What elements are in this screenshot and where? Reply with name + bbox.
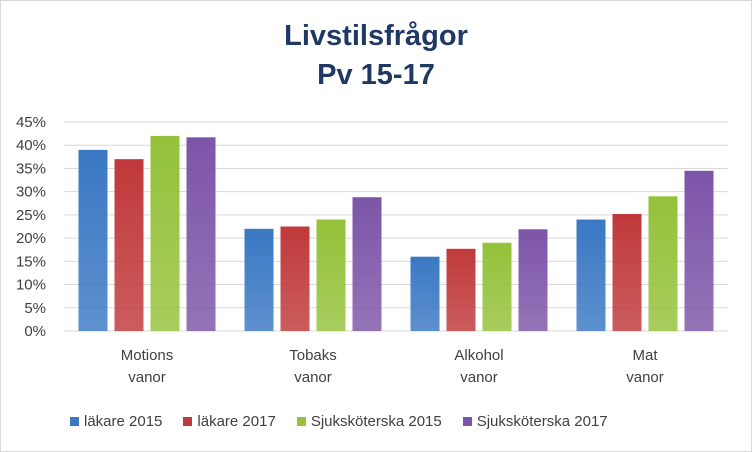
bar	[684, 170, 714, 331]
legend-item: läkare 2015	[70, 413, 162, 430]
bar	[150, 135, 180, 331]
legend-label: läkare 2015	[84, 412, 163, 430]
bar	[518, 229, 548, 331]
bar	[352, 197, 382, 331]
bar	[244, 228, 274, 331]
bar	[482, 242, 512, 331]
y-tick-label: 35%	[16, 160, 46, 177]
y-tick-label: 30%	[16, 184, 46, 201]
category-label: Alkohol vanor	[454, 347, 503, 386]
bar	[410, 256, 440, 331]
y-tick-label: 45%	[16, 114, 46, 131]
category-label: Motions vanor	[121, 347, 174, 386]
y-tick-label: 0%	[24, 323, 46, 340]
legend-label: Sjuksköterska 2017	[476, 412, 608, 430]
bar	[114, 159, 144, 331]
legend-swatch	[462, 416, 472, 426]
bar	[280, 226, 310, 331]
legend-item: läkare 2017	[183, 412, 276, 430]
y-tick-label: 25%	[16, 207, 46, 224]
legend-swatch	[70, 416, 79, 426]
legend-item: Sjuksköterska 2017	[462, 412, 608, 430]
legend-swatch	[183, 416, 193, 426]
y-tick-label: 10%	[16, 277, 46, 294]
bar	[446, 248, 476, 331]
category-label: Mat vanor	[626, 347, 664, 386]
chart-title-line-2: Pv 15-17	[317, 59, 435, 91]
legend-swatch	[296, 416, 306, 426]
y-tick-label: 40%	[16, 137, 46, 154]
y-tick-label: 15%	[16, 253, 46, 270]
y-tick-label: 5%	[24, 300, 46, 317]
bar	[612, 213, 642, 331]
legend-label: Sjuksköterska 2015	[310, 412, 442, 430]
category-label: Tobaks vanor	[289, 347, 337, 386]
bar	[648, 196, 678, 331]
chart-legend: läkare 2015 läkare 2017 Sjuksköterska 2015…	[70, 409, 629, 433]
bar	[186, 137, 216, 331]
chart-title-line-1: Livstilsfrågor	[284, 20, 468, 52]
bar	[576, 219, 606, 331]
bar	[78, 149, 108, 331]
y-tick-label: 20%	[16, 230, 46, 247]
bar	[316, 219, 346, 331]
legend-label: läkare 2017	[197, 412, 276, 430]
legend-item: Sjuksköterska 2015	[296, 412, 442, 430]
